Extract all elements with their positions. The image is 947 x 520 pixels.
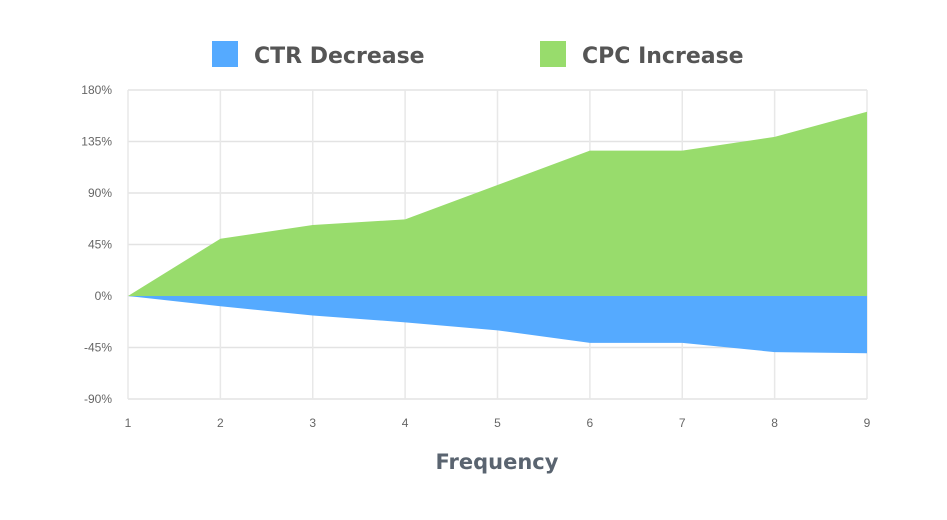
y-tick-label: 135%	[81, 135, 112, 149]
x-axis: 1 2 3 4 5 6 7 8 9	[125, 416, 871, 430]
y-axis: 180% 135% 90% 45% 0% -45% -90%	[81, 83, 112, 406]
x-tick-label: 3	[309, 416, 316, 430]
y-tick-label: -90%	[84, 392, 112, 406]
x-tick-label: 6	[587, 416, 594, 430]
legend-swatch-cpc-increase	[540, 41, 566, 67]
area-cpc-increase	[128, 111, 867, 296]
x-tick-label: 4	[402, 416, 409, 430]
x-tick-label: 7	[679, 416, 686, 430]
x-axis-label: Frequency	[436, 450, 559, 474]
y-tick-label: 0%	[95, 289, 113, 303]
y-tick-label: 45%	[88, 238, 112, 252]
x-tick-label: 8	[771, 416, 778, 430]
y-tick-label: 180%	[81, 83, 112, 97]
y-tick-label: 90%	[88, 186, 112, 200]
y-tick-label: -45%	[84, 341, 112, 355]
area-ctr-decrease	[128, 296, 867, 354]
x-tick-label: 9	[864, 416, 871, 430]
legend-swatch-ctr-decrease	[212, 41, 238, 67]
x-tick-label: 1	[125, 416, 132, 430]
legend-label-cpc-increase: CPC Increase	[582, 44, 744, 69]
x-tick-label: 2	[217, 416, 224, 430]
legend: CTR Decrease CPC Increase	[212, 41, 744, 69]
legend-label-ctr-decrease: CTR Decrease	[254, 44, 425, 69]
areas	[128, 111, 867, 354]
x-tick-label: 5	[494, 416, 501, 430]
